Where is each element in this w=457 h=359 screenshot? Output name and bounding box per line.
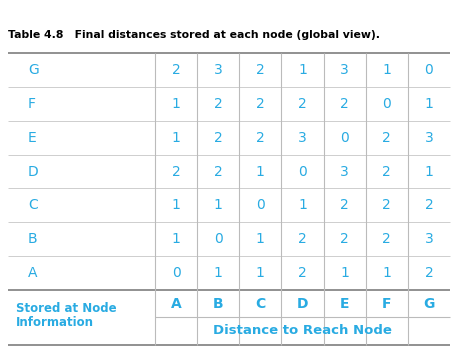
Text: 2: 2 — [214, 131, 223, 145]
Text: C: C — [28, 199, 38, 213]
Text: E: E — [28, 131, 37, 145]
Text: 0: 0 — [298, 164, 307, 178]
Text: 2: 2 — [298, 266, 307, 280]
Text: 2: 2 — [256, 63, 265, 77]
Text: 2: 2 — [172, 164, 181, 178]
Text: 0: 0 — [425, 63, 433, 77]
Text: G: G — [423, 297, 435, 311]
Text: 1: 1 — [172, 199, 181, 213]
Text: 1: 1 — [172, 232, 181, 246]
Text: Table 4.8   Final distances stored at each node (global view).: Table 4.8 Final distances stored at each… — [8, 30, 380, 40]
Text: 0: 0 — [340, 131, 349, 145]
Text: C: C — [255, 297, 266, 311]
Text: 1: 1 — [256, 232, 265, 246]
Text: 1: 1 — [298, 199, 307, 213]
Text: G: G — [28, 63, 39, 77]
Text: A: A — [28, 266, 37, 280]
Text: 2: 2 — [383, 164, 391, 178]
Text: 2: 2 — [383, 232, 391, 246]
Text: D: D — [297, 297, 308, 311]
Text: 3: 3 — [340, 164, 349, 178]
Text: 1: 1 — [172, 97, 181, 111]
Text: 2: 2 — [298, 232, 307, 246]
Text: 2: 2 — [256, 97, 265, 111]
Text: 2: 2 — [383, 199, 391, 213]
Text: 1: 1 — [256, 266, 265, 280]
Text: 3: 3 — [214, 63, 223, 77]
Text: 1: 1 — [214, 266, 223, 280]
Text: B: B — [28, 232, 37, 246]
Text: 0: 0 — [383, 97, 391, 111]
Text: Distance to Reach Node: Distance to Reach Node — [213, 325, 392, 337]
Text: 1: 1 — [425, 97, 433, 111]
Text: 3: 3 — [340, 63, 349, 77]
Text: 2: 2 — [298, 97, 307, 111]
Text: E: E — [340, 297, 350, 311]
Text: 1: 1 — [425, 164, 433, 178]
Text: 2: 2 — [383, 131, 391, 145]
Text: Stored at Node: Stored at Node — [16, 302, 117, 315]
Text: B: B — [213, 297, 223, 311]
Text: 1: 1 — [214, 199, 223, 213]
Text: 1: 1 — [383, 266, 391, 280]
Text: 1: 1 — [256, 164, 265, 178]
Text: 1: 1 — [340, 266, 349, 280]
Text: F: F — [382, 297, 392, 311]
Text: 2: 2 — [214, 97, 223, 111]
Text: A: A — [171, 297, 181, 311]
Text: 0: 0 — [172, 266, 181, 280]
Text: 3: 3 — [425, 131, 433, 145]
Text: 2: 2 — [425, 266, 433, 280]
Text: F: F — [28, 97, 36, 111]
Text: 2: 2 — [172, 63, 181, 77]
Text: 2: 2 — [425, 199, 433, 213]
Text: 0: 0 — [256, 199, 265, 213]
Text: 3: 3 — [425, 232, 433, 246]
Text: 1: 1 — [383, 63, 391, 77]
Text: 2: 2 — [214, 164, 223, 178]
Text: 1: 1 — [298, 63, 307, 77]
Text: 2: 2 — [340, 199, 349, 213]
Text: D: D — [28, 164, 39, 178]
Text: 1: 1 — [172, 131, 181, 145]
Text: 2: 2 — [256, 131, 265, 145]
Text: 3: 3 — [298, 131, 307, 145]
Text: 2: 2 — [340, 232, 349, 246]
Text: 2: 2 — [340, 97, 349, 111]
Text: Information: Information — [16, 316, 94, 329]
Text: 0: 0 — [214, 232, 223, 246]
